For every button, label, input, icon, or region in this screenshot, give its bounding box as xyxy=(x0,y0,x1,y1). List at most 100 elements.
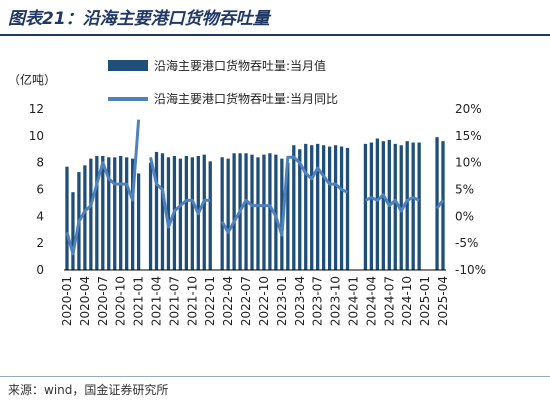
legend: 沿海主要港口货物吞吐量:当月值 沿海主要港口货物吞吐量:当月同比 xyxy=(108,58,338,106)
bar xyxy=(232,153,236,270)
x-tick-label: 2025-01 xyxy=(418,276,432,326)
bar xyxy=(83,165,87,270)
bar xyxy=(113,157,117,270)
bar xyxy=(333,145,338,270)
left-tick-label: 6 xyxy=(36,183,44,197)
x-tick-label: 2024-10 xyxy=(400,276,414,326)
x-tick-label: 2022-10 xyxy=(257,276,271,326)
bar xyxy=(166,157,171,270)
bar xyxy=(274,154,278,270)
bar xyxy=(190,157,194,270)
bar xyxy=(148,162,153,270)
x-tick-label: 2020-04 xyxy=(78,276,92,326)
bar xyxy=(95,155,99,270)
bar xyxy=(399,145,403,270)
left-tick-label: 2 xyxy=(36,236,44,250)
bar xyxy=(322,145,326,270)
x-tick-label: 2021-01 xyxy=(132,276,146,326)
bar xyxy=(136,173,141,270)
source-note: 来源：wind，国金证券研究所 xyxy=(8,383,169,397)
x-tick-label: 2024-04 xyxy=(364,276,378,326)
bar xyxy=(292,145,296,270)
bar xyxy=(244,153,248,270)
bar xyxy=(208,161,212,270)
left-tick-label: 12 xyxy=(29,102,44,116)
bar xyxy=(262,154,266,270)
right-tick-label: 0% xyxy=(455,209,474,223)
x-tick-label: 2024-01 xyxy=(347,276,361,326)
right-tick-label: -5% xyxy=(455,236,478,250)
bar xyxy=(178,158,183,270)
bar xyxy=(89,158,93,270)
x-tick-label: 2020-10 xyxy=(114,276,128,326)
yoy-line xyxy=(149,156,211,229)
bar xyxy=(65,166,69,270)
footer-rule xyxy=(0,376,550,377)
bar xyxy=(154,151,159,270)
x-tick-label: 2022-01 xyxy=(203,276,217,326)
x-tick-label: 2023-07 xyxy=(311,276,325,326)
right-tick-label: -10% xyxy=(455,263,486,277)
bar-series xyxy=(65,137,445,270)
legend-line-label: 沿海主要港口货物吞吐量:当月同比 xyxy=(154,91,338,106)
bar xyxy=(107,157,111,270)
bar xyxy=(393,143,397,270)
yoy-line xyxy=(220,155,349,237)
bar xyxy=(125,157,129,270)
chart: 沿海主要港口货物吞吐量:当月值 沿海主要港口货物吞吐量:当月同比 （亿吨） 0 2… xyxy=(8,58,486,326)
bar xyxy=(363,143,368,270)
line-series xyxy=(65,119,445,256)
bar xyxy=(316,143,320,270)
x-tick-label: 2025-04 xyxy=(436,276,450,326)
x-tick-label: 2021-10 xyxy=(185,276,199,326)
x-tick-label: 2021-04 xyxy=(150,276,164,326)
chart-title: 图表21：沿海主要港口货物吞吐量 xyxy=(8,9,270,29)
bar xyxy=(280,158,284,270)
x-tick-label: 2022-04 xyxy=(221,276,235,326)
bar xyxy=(160,153,165,270)
x-tick-label: 2022-07 xyxy=(239,276,253,326)
bar xyxy=(256,157,260,270)
bar xyxy=(405,141,409,270)
x-tick-label: 2023-04 xyxy=(293,276,307,326)
right-tick-label: 10% xyxy=(455,156,482,170)
bar xyxy=(304,143,308,270)
x-tick-label: 2021-07 xyxy=(167,276,181,326)
bar xyxy=(381,141,385,270)
bar xyxy=(71,192,75,270)
y-axis-unit: （亿吨） xyxy=(8,72,56,87)
bar xyxy=(119,155,123,270)
yoy-line xyxy=(364,193,420,213)
bar xyxy=(268,153,272,270)
yoy-line xyxy=(65,119,141,256)
left-tick-label: 0 xyxy=(36,263,44,277)
left-axis-ticks: 0 2 4 6 8 10 12 xyxy=(29,102,44,277)
yoy-line xyxy=(435,199,445,210)
legend-bar-swatch xyxy=(108,60,148,71)
bar xyxy=(202,154,206,270)
bar xyxy=(131,158,135,270)
bar xyxy=(369,142,374,270)
right-tick-label: 5% xyxy=(455,183,474,197)
x-tick-label: 2020-07 xyxy=(96,276,110,326)
bar xyxy=(411,142,415,270)
x-tick-label: 2023-10 xyxy=(329,276,343,326)
bar xyxy=(310,145,314,270)
legend-bar-label: 沿海主要港口货物吞吐量:当月值 xyxy=(154,58,326,73)
bar xyxy=(417,142,421,270)
bar xyxy=(327,146,332,270)
bar xyxy=(250,154,254,270)
bar xyxy=(220,157,224,270)
bar xyxy=(286,162,290,270)
x-tick-label: 2023-01 xyxy=(275,276,289,326)
left-tick-label: 4 xyxy=(36,209,44,223)
bar xyxy=(345,147,350,270)
x-tick-label: 2024-07 xyxy=(382,276,396,326)
left-tick-label: 8 xyxy=(36,156,44,170)
bar xyxy=(435,137,439,270)
bar xyxy=(226,158,230,270)
left-tick-label: 10 xyxy=(29,129,44,143)
bar xyxy=(101,155,105,270)
x-tick-label: 2020-01 xyxy=(60,276,74,326)
x-axis-ticks: 2020-01 2020-04 2020-07 2020-10 2021-01 2021-… xyxy=(60,276,450,326)
